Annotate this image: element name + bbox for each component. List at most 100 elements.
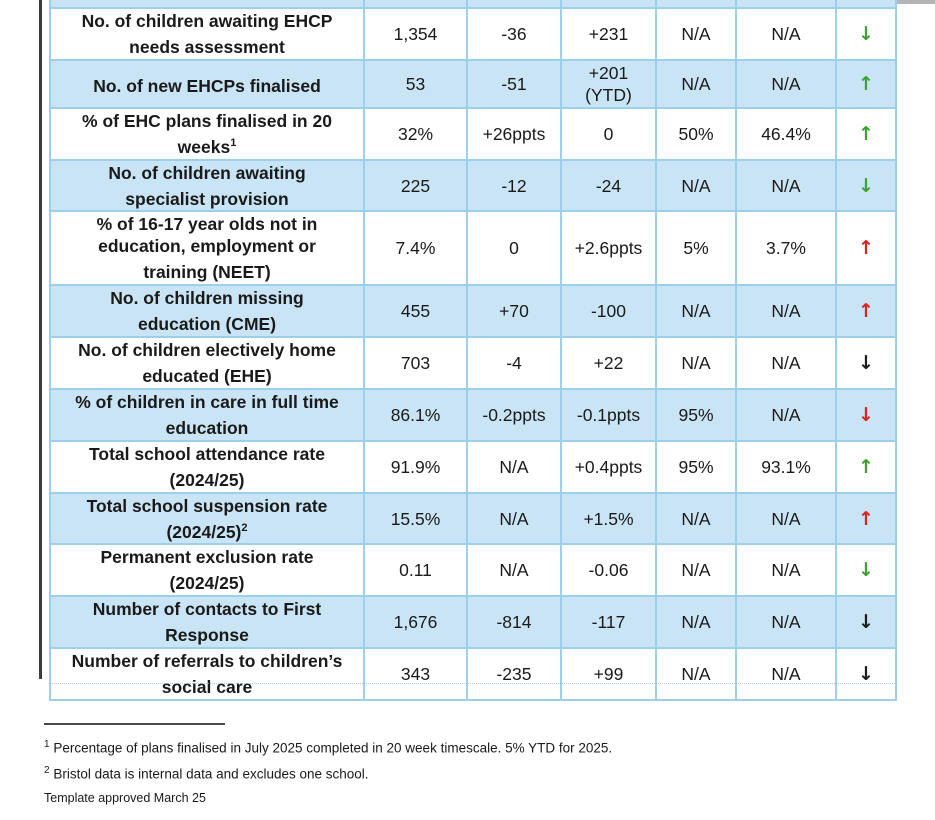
metric-value-3: 0 bbox=[560, 106, 657, 161]
table-row: No. of children awaiting specialist prov… bbox=[49, 158, 897, 213]
metric-value-3: +1.5% bbox=[560, 491, 657, 546]
metric-label-cell: No. of children awaiting EHCP needs asse… bbox=[49, 7, 365, 61]
table-row: % of children in care in full time educa… bbox=[49, 387, 897, 442]
footnote-2-marker: 2 bbox=[44, 764, 50, 776]
trend-arrow-icon: ↓ bbox=[858, 663, 874, 686]
metric-label: No. of children electively home educated… bbox=[78, 340, 336, 386]
metric-value-4: N/A bbox=[655, 336, 737, 390]
metric-value-2: +26ppts bbox=[466, 106, 562, 161]
metric-label: % of 16-17 year olds not in education, e… bbox=[96, 214, 318, 283]
metric-value-4: N/A bbox=[655, 543, 737, 598]
footnotes-section: 1 Percentage of plans finalised in July … bbox=[44, 723, 804, 808]
metric-value-4: N/A bbox=[655, 7, 737, 61]
metric-label-cell: No. of children electively home educated… bbox=[49, 336, 365, 390]
metric-value-3: +231 bbox=[560, 7, 657, 61]
trend-arrow-icon: ↓ bbox=[858, 174, 874, 197]
table-row: Number of referrals to children’s social… bbox=[49, 647, 897, 701]
metric-value-1: 32% bbox=[363, 106, 468, 161]
metric-value-1: 53 bbox=[363, 58, 468, 109]
metric-value-4: 95% bbox=[655, 439, 737, 494]
trend-arrow-icon: ↓ bbox=[858, 403, 874, 426]
table-row: No. of children electively home educated… bbox=[49, 336, 897, 390]
table-row: % of EHC plans finalised in 20 weeks1 32… bbox=[49, 106, 897, 161]
trend-cell: ↑ bbox=[835, 106, 897, 161]
trend-arrow-icon: ↑ bbox=[858, 122, 874, 145]
metric-label: Total school suspension rate (2024/25) bbox=[86, 495, 328, 542]
metric-value-4: N/A bbox=[655, 647, 737, 701]
metric-value-3: -100 bbox=[560, 284, 657, 339]
metric-value-1: 0.11 bbox=[363, 543, 468, 598]
trend-cell: ↑ bbox=[835, 439, 897, 494]
table-row: % of 16-17 year olds not in education, e… bbox=[49, 210, 897, 287]
revision-change-bar bbox=[39, 0, 42, 679]
metric-label: % of EHC plans finalised in 20 weeks bbox=[82, 110, 332, 157]
trend-arrow-icon: ↓ bbox=[858, 611, 874, 634]
cropped-scrollbar-fragment bbox=[893, 0, 935, 4]
metric-value-3: -0.06 bbox=[560, 543, 657, 598]
metric-value-5: N/A bbox=[735, 387, 837, 442]
metric-label: % of children in care in full time educa… bbox=[75, 391, 339, 438]
metric-label-cell: % of 16-17 year olds not in education, e… bbox=[49, 210, 365, 287]
metric-value-1: 343 bbox=[363, 647, 468, 701]
trend-cell: ↑ bbox=[835, 58, 897, 109]
metric-value-5: 93.1% bbox=[735, 439, 837, 494]
trend-cell: ↑ bbox=[835, 491, 897, 546]
metric-value-3: +99 bbox=[560, 647, 657, 701]
metric-label-cell: % of EHC plans finalised in 20 weeks1 bbox=[49, 106, 365, 161]
metric-label-cell: Permanent exclusion rate (2024/25) bbox=[49, 543, 365, 598]
page-break-dotted-line bbox=[49, 683, 895, 684]
metric-value-1: 1,676 bbox=[363, 595, 468, 650]
metric-value-2: -814 bbox=[466, 595, 562, 650]
metric-value-3: -24 bbox=[560, 158, 657, 213]
trend-arrow-icon: ↑ bbox=[858, 300, 874, 323]
metric-label: Number of contacts to First Response bbox=[92, 599, 322, 646]
metric-value-1: 225 bbox=[363, 158, 468, 213]
table-row: Permanent exclusion rate (2024/25) 0.11 … bbox=[49, 543, 897, 598]
metric-value-3: +22 bbox=[560, 336, 657, 390]
metric-value-4: 95% bbox=[655, 387, 737, 442]
metric-value-2: +70 bbox=[466, 284, 562, 339]
trend-cell: ↓ bbox=[835, 595, 897, 650]
metric-value-4: N/A bbox=[655, 284, 737, 339]
metric-label-cell: Total school attendance rate (2024/25) bbox=[49, 439, 365, 494]
table-row: Total school suspension rate (2024/25)2 … bbox=[49, 491, 897, 546]
metric-value-2: N/A bbox=[466, 543, 562, 598]
metric-label-cell: Number of contacts to First Response bbox=[49, 595, 365, 650]
metric-value-1: 15.5% bbox=[363, 491, 468, 546]
trend-cell: ↑ bbox=[835, 284, 897, 339]
metric-value-5: N/A bbox=[735, 58, 837, 109]
trend-cell: ↓ bbox=[835, 158, 897, 213]
footnote-1-marker: 1 bbox=[44, 739, 50, 750]
metric-label: No. of children missing education (CME) bbox=[110, 288, 304, 335]
trend-cell: ↑ bbox=[835, 210, 897, 287]
metric-value-3: +0.4ppts bbox=[560, 439, 657, 494]
trend-arrow-icon: ↑ bbox=[858, 237, 874, 260]
metric-value-1: 455 bbox=[363, 284, 468, 339]
metric-footnote-marker: 1 bbox=[230, 136, 237, 149]
metric-label-cell: No. of children missing education (CME) bbox=[49, 284, 365, 339]
footnote-1: 1 Percentage of plans finalised in July … bbox=[44, 735, 804, 758]
metric-value-4: N/A bbox=[655, 58, 737, 109]
metric-value-2: N/A bbox=[466, 439, 562, 494]
metric-value-5: N/A bbox=[735, 595, 837, 650]
trend-arrow-icon: ↑ bbox=[858, 72, 874, 95]
table-row: No. of new EHCPs finalised 53 -51 +201 (… bbox=[49, 58, 897, 109]
metric-label: No. of children awaiting EHCP needs asse… bbox=[81, 11, 333, 57]
metrics-table-body: No. of children awaiting EHCP needs asse… bbox=[49, 0, 897, 701]
metric-label: No. of children awaiting specialist prov… bbox=[108, 162, 306, 209]
metric-value-1: 86.1% bbox=[363, 387, 468, 442]
metric-value-2: 0 bbox=[466, 210, 562, 287]
metric-label-cell: No. of children awaiting specialist prov… bbox=[49, 158, 365, 213]
metric-value-5: 46.4% bbox=[735, 106, 837, 161]
trend-arrow-icon: ↑ bbox=[858, 507, 874, 530]
metric-value-2: -51 bbox=[466, 58, 562, 109]
metric-value-5: N/A bbox=[735, 647, 837, 701]
performance-metrics-table: No. of children awaiting EHCP needs asse… bbox=[49, 0, 897, 701]
metric-label-cell: % of children in care in full time educa… bbox=[49, 387, 365, 442]
trend-arrow-icon: ↓ bbox=[858, 559, 874, 582]
trend-cell: ↓ bbox=[835, 7, 897, 61]
metric-label: No. of new EHCPs finalised bbox=[93, 75, 321, 96]
table-row: Number of contacts to First Response 1,6… bbox=[49, 595, 897, 650]
footnote-separator-rule bbox=[44, 723, 225, 725]
metric-label-cell: Total school suspension rate (2024/25)2 bbox=[49, 491, 365, 546]
